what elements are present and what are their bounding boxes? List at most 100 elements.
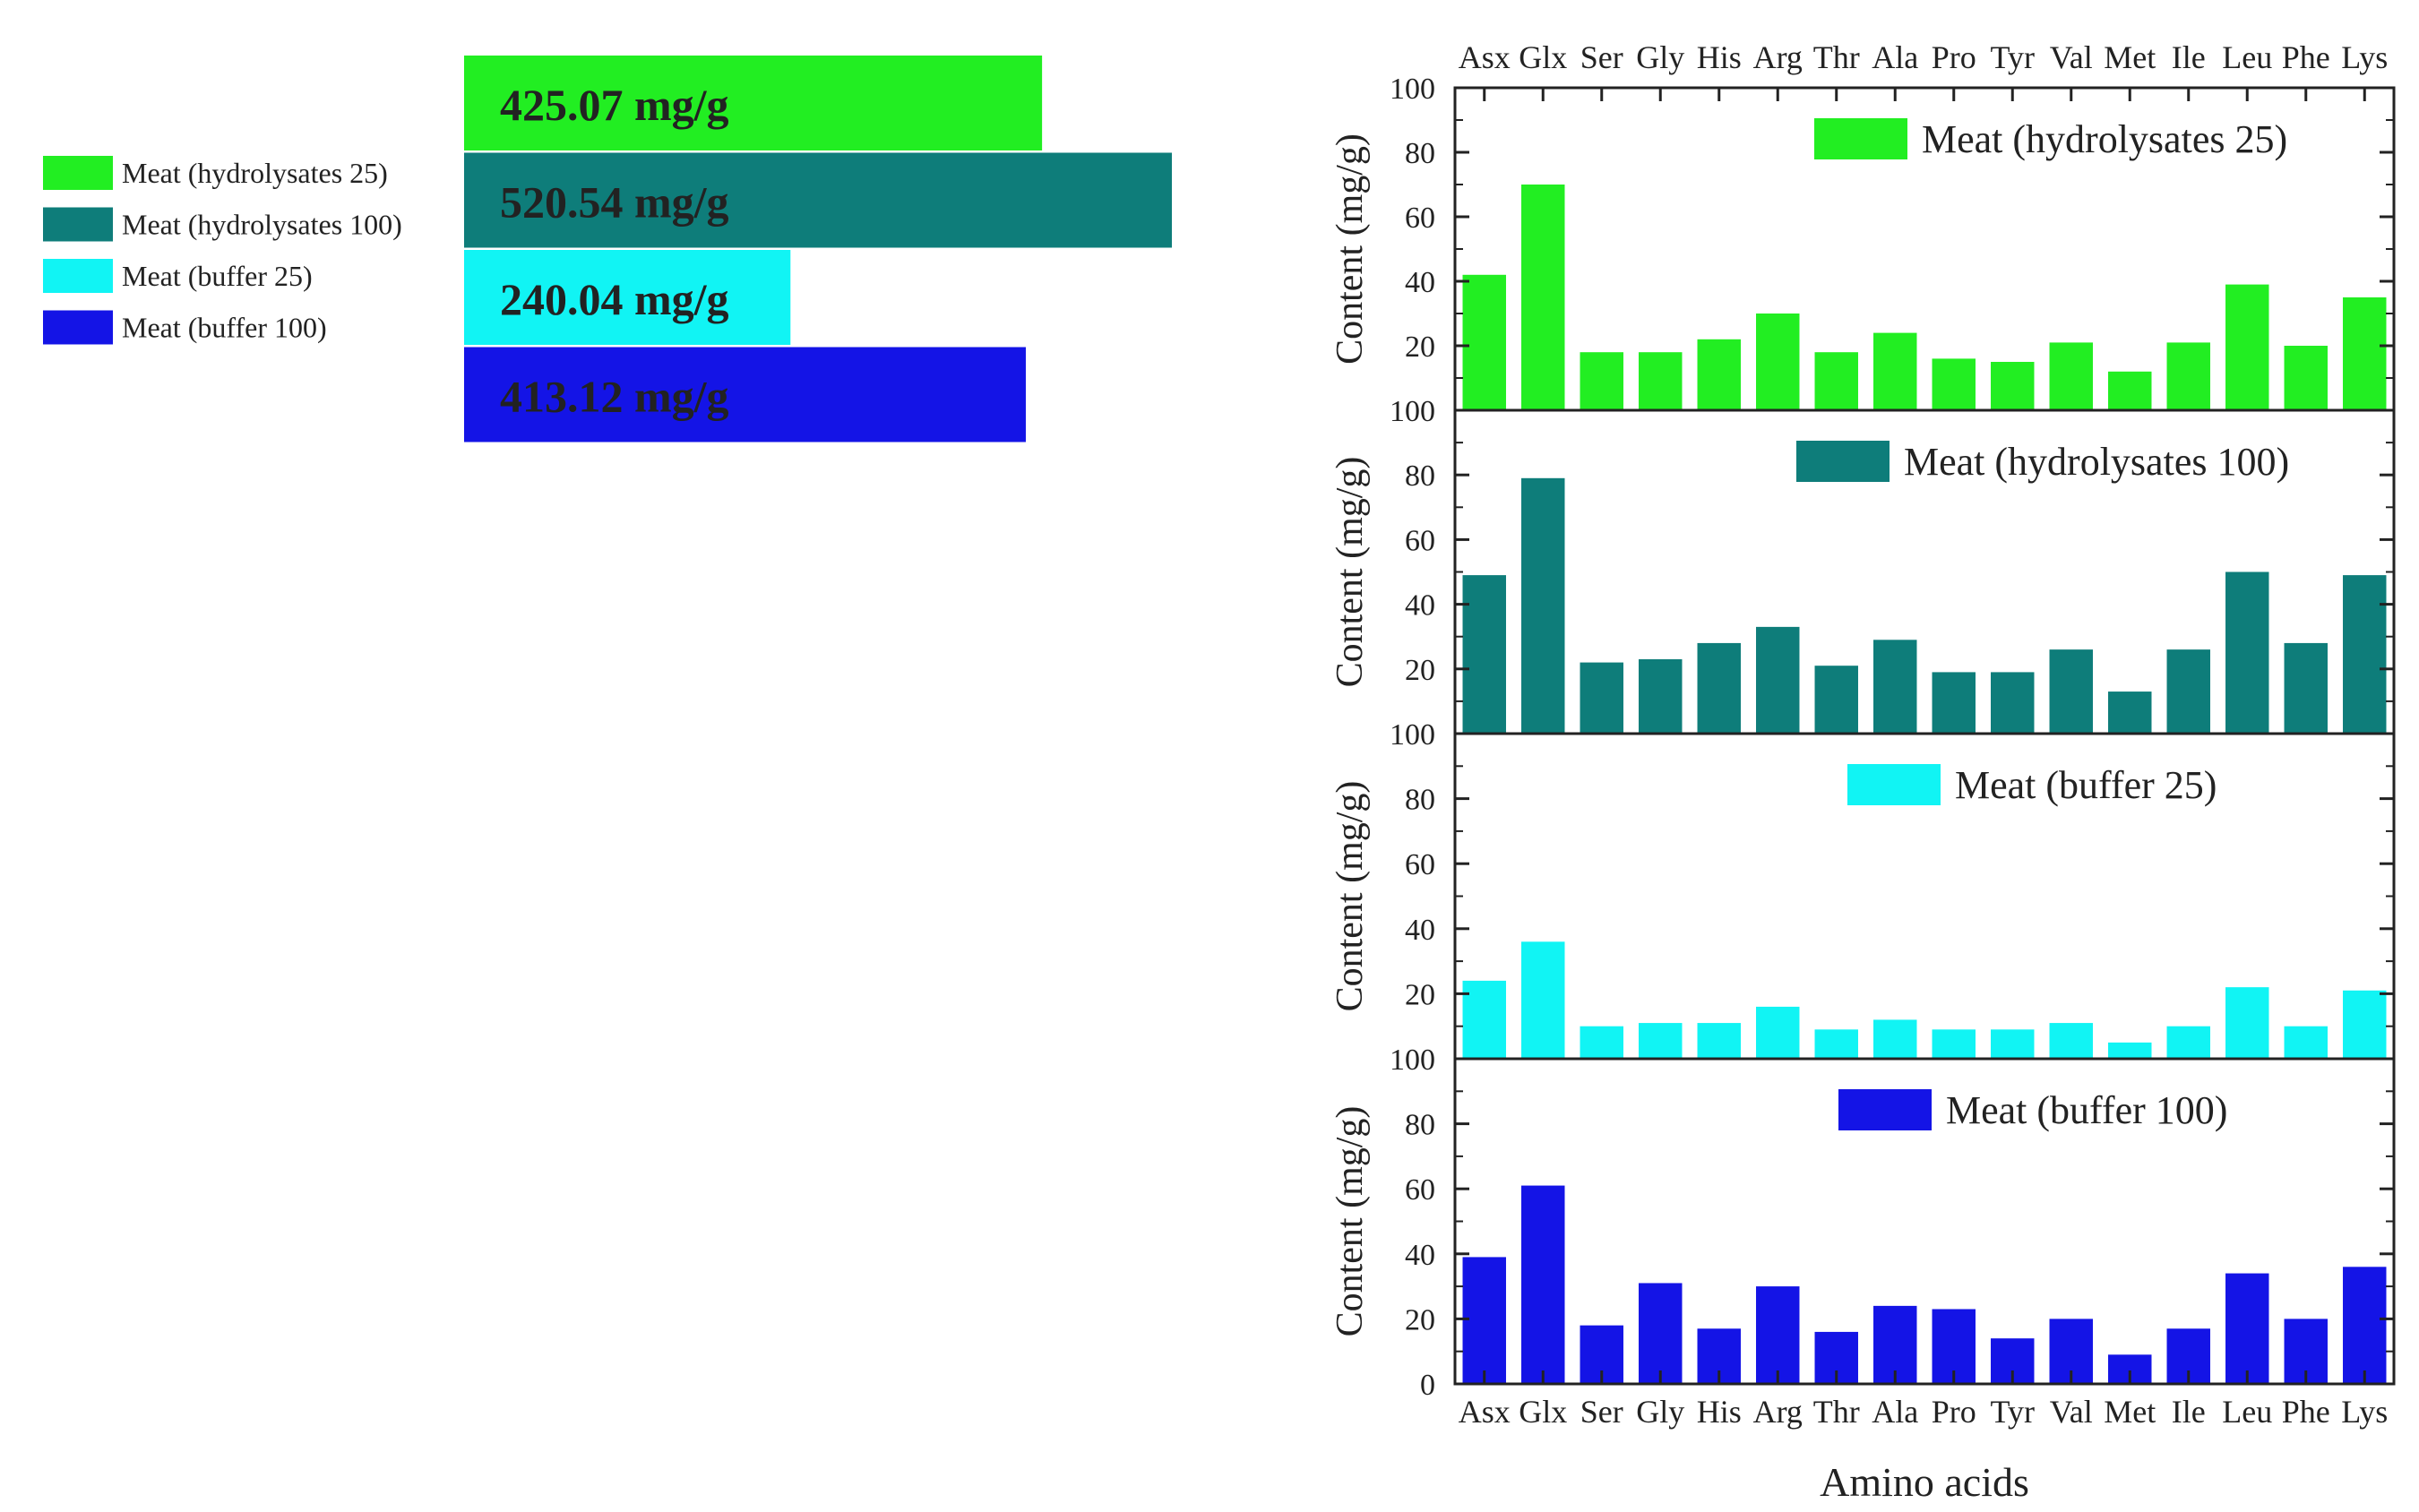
amino-bar — [2343, 575, 2387, 734]
x-tick-label-top: Lys — [2341, 39, 2388, 75]
amino-bar — [2225, 571, 2269, 734]
amino-bar — [1873, 1019, 1917, 1059]
x-tick-label: Ile — [2172, 1394, 2206, 1430]
x-tick-label-top: Gly — [1636, 39, 1684, 75]
series-legend-label: Meat (hydrolysates 25) — [1922, 117, 2287, 161]
amino-bar — [1521, 941, 1565, 1059]
y-boundary-label: 100 — [1390, 718, 1435, 752]
legend-swatch — [43, 310, 113, 345]
series-legend-label: Meat (buffer 25) — [1955, 763, 2217, 807]
amino-bar — [1462, 274, 1506, 410]
x-tick-label-top: Tyr — [1991, 39, 2035, 75]
y-tick-label: 80 — [1405, 137, 1435, 170]
amino-bar — [1814, 352, 1858, 410]
amino-bar — [1932, 672, 1976, 734]
amino-bar — [2284, 1026, 2328, 1059]
amino-bar — [1639, 1283, 1683, 1384]
y-tick-label: 80 — [1405, 784, 1435, 817]
amino-bar — [1697, 339, 1741, 410]
x-tick-label-top: Ala — [1872, 39, 1918, 75]
x-tick-label: Arg — [1753, 1394, 1803, 1430]
amino-bar — [1814, 666, 1858, 734]
amino-bar — [1991, 1029, 2035, 1059]
total-bar-label: 240.04 mg/g — [500, 274, 729, 324]
total-bar — [464, 152, 1172, 248]
x-tick-label: Ser — [1580, 1394, 1623, 1430]
legend-label: Meat (hydrolysates 100) — [122, 209, 402, 241]
y-tick-label: 20 — [1405, 978, 1435, 1011]
series-legend-swatch — [1814, 118, 1907, 159]
amino-bar — [1814, 1029, 1858, 1059]
amino-bar — [1697, 642, 1741, 734]
total-bar-label: 413.12 mg/g — [500, 372, 729, 422]
x-tick-label-top: Asx — [1459, 39, 1511, 75]
amino-bar — [1639, 1023, 1683, 1059]
total-bar — [464, 250, 791, 345]
x-tick-label: Pro — [1932, 1394, 1976, 1430]
x-tick-label: Leu — [2222, 1394, 2272, 1430]
y-tick-label: 20 — [1405, 654, 1435, 687]
amino-bar — [1521, 185, 1565, 410]
amino-bar — [2343, 1267, 2387, 1384]
amino-bar — [1462, 575, 1506, 734]
y-tick-label: 40 — [1405, 914, 1435, 947]
y-tick-label: 20 — [1405, 1303, 1435, 1336]
amino-bar — [2166, 649, 2210, 734]
amino-bar — [2166, 342, 2210, 410]
y-axis-title: Content (mg/g) — [1330, 781, 1371, 1012]
legend-swatch — [43, 207, 113, 242]
total-bar-label: 520.54 mg/g — [500, 177, 729, 228]
x-tick-label: Asx — [1459, 1394, 1511, 1430]
series-legend-swatch — [1847, 764, 1941, 805]
x-tick-label: Glx — [1519, 1394, 1567, 1430]
x-tick-label: Ala — [1872, 1394, 1918, 1430]
y-boundary-label: 100 — [1390, 1044, 1435, 1077]
x-tick-label-top: Pro — [1932, 39, 1976, 75]
y-top-label: 100 — [1390, 73, 1435, 106]
y-axis-title: Content (mg/g) — [1330, 133, 1371, 365]
x-tick-label: Thr — [1813, 1394, 1860, 1430]
amino-bar — [1521, 1185, 1565, 1384]
x-tick-label: Val — [2050, 1394, 2093, 1430]
x-tick-label-top: Ser — [1580, 39, 1623, 75]
legend-label: Meat (buffer 25) — [122, 260, 313, 292]
legend-swatch — [43, 259, 113, 293]
legend-label: Meat (hydrolysates 25) — [122, 157, 388, 189]
total-bar — [464, 347, 1026, 442]
series-legend-label: Meat (hydrolysates 100) — [1904, 440, 2289, 484]
x-tick-label-top: Ile — [2172, 39, 2206, 75]
amino-bar — [1639, 352, 1683, 410]
legend-swatch — [43, 156, 113, 190]
amino-bar — [1873, 640, 1917, 734]
y-tick-label: 80 — [1405, 460, 1435, 493]
amino-bar — [2225, 987, 2269, 1059]
x-tick-label-top: His — [1697, 39, 1742, 75]
x-tick-label: Tyr — [1991, 1394, 2035, 1430]
x-axis-title: Amino acids — [1820, 1459, 2029, 1505]
x-tick-label: Met — [2104, 1394, 2156, 1430]
x-tick-label: Phe — [2282, 1394, 2330, 1430]
amino-bar — [2284, 346, 2328, 410]
y-tick-label: 60 — [1405, 1173, 1435, 1207]
amino-bar — [2049, 342, 2093, 410]
y-tick-label: 20 — [1405, 331, 1435, 364]
amino-bar — [1462, 980, 1506, 1059]
amino-bar — [1756, 1286, 1800, 1384]
amino-bar — [2225, 284, 2269, 410]
x-tick-label-top: Val — [2050, 39, 2093, 75]
amino-bar — [2049, 1023, 2093, 1059]
x-tick-label-top: Leu — [2222, 39, 2272, 75]
series-legend-swatch — [1796, 441, 1890, 482]
y-boundary-label: 100 — [1390, 395, 1435, 428]
total-bar-label: 425.07 mg/g — [500, 80, 729, 130]
amino-bar — [1932, 358, 1976, 410]
amino-bar — [1756, 626, 1800, 734]
series-legend-label: Meat (buffer 100) — [1946, 1088, 2227, 1132]
total-bar — [464, 56, 1043, 150]
y-boundary-label: 0 — [1420, 1369, 1435, 1402]
y-axis-title: Content (mg/g) — [1330, 457, 1371, 688]
x-tick-label-top: Thr — [1813, 39, 1860, 75]
amino-bar — [1756, 1006, 1800, 1059]
x-tick-label-top: Phe — [2282, 39, 2330, 75]
